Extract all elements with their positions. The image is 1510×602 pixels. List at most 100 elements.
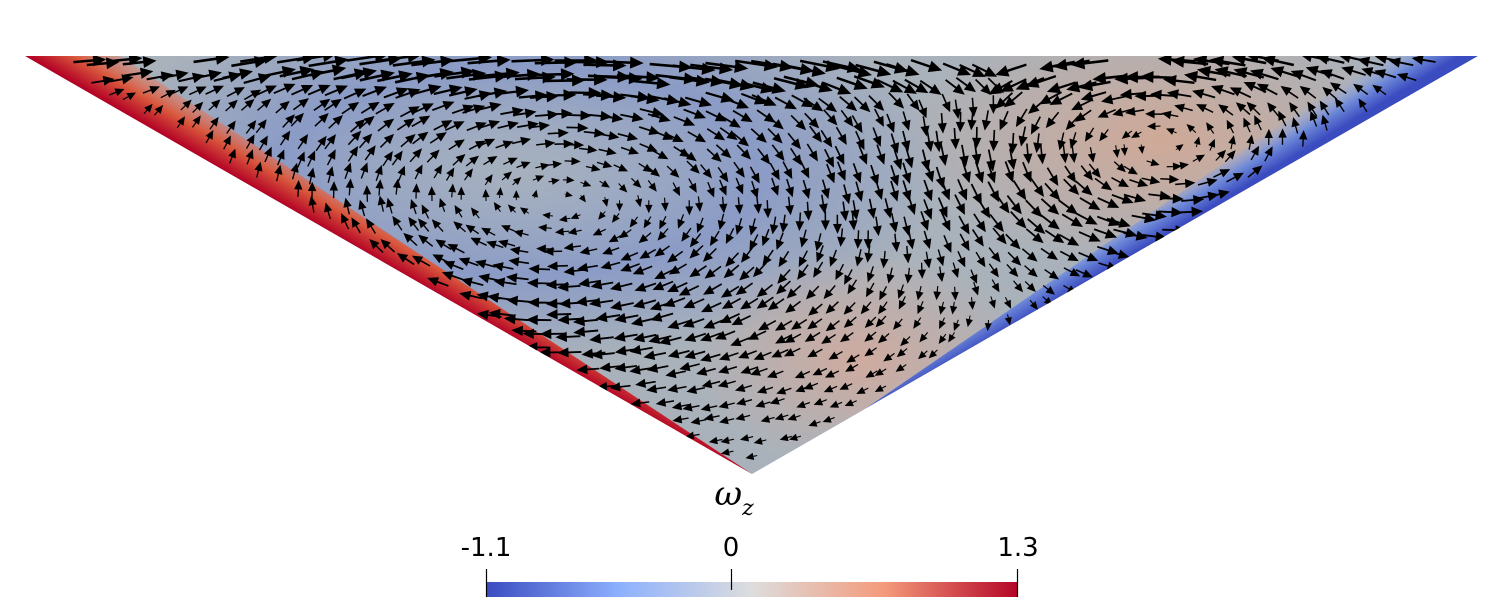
velocity-arrow [205,85,224,95]
velocity-arrow [750,180,759,199]
velocity-arrow [918,350,928,360]
velocity-arrow [294,180,303,197]
velocity-arrow [1322,86,1338,100]
velocity-arrow [954,194,965,216]
velocity-arrow [307,84,331,96]
velocity-arrow [829,249,838,267]
velocity-arrow [596,160,613,169]
velocity-arrow [1057,132,1066,151]
velocity-arrow [938,333,947,345]
velocity-arrow [936,249,945,267]
velocity-arrow [690,62,734,75]
velocity-arrow [646,384,667,394]
velocity-arrow [856,386,869,395]
velocity-arrow [673,116,696,126]
velocity-arrow [532,175,545,183]
velocity-arrow [790,147,802,166]
velocity-arrow [599,180,610,188]
velocity-arrow [785,178,794,198]
velocity-arrow [1006,263,1019,278]
velocity-arrow [1321,114,1330,131]
velocity-arrow [840,109,854,127]
velocity-arrow [324,98,342,111]
velocity-arrow [898,296,907,310]
velocity-arrow [1254,115,1262,131]
velocity-arrow [684,349,706,360]
velocity-arrow [848,211,858,231]
velocity-arrow [719,313,740,323]
velocity-arrow [685,96,712,108]
velocity-arrow [752,262,767,278]
velocity-arrow [923,199,933,220]
velocity-arrow [766,115,784,130]
velocity-arrow [920,116,930,137]
velocity-arrow [1030,177,1045,197]
velocity-arrow [702,247,717,262]
velocity-arrow [891,233,901,253]
velocity-arrow [408,216,420,232]
velocity-arrow [667,282,688,292]
velocity-arrow [315,135,327,152]
velocity-arrow [264,146,272,163]
velocity-arrow [609,300,634,311]
velocity-arrow [563,242,582,252]
velocity-arrow [886,113,895,133]
velocity-arrow [790,114,807,131]
velocity-arrow [176,116,186,129]
velocity-arrow [465,155,479,167]
velocity-arrow [340,213,350,230]
velocity-arrow [769,216,779,235]
velocity-arrow [959,64,986,77]
velocity-arrow [632,298,657,309]
velocity-arrow [1357,56,1384,68]
velocity-arrow [600,260,621,270]
velocity-arrow [696,217,705,234]
velocity-arrow [464,168,473,181]
velocity-arrow [1160,174,1180,184]
velocity-arrow [919,332,929,343]
velocity-arrow [955,76,977,93]
velocity-arrow [965,315,973,328]
velocity-arrow [803,97,824,112]
velocity-arrow [292,98,310,111]
velocity-arrow [950,128,960,150]
velocity-arrow [470,237,487,246]
velocity-arrow [1280,85,1299,99]
velocity-arrow [826,163,835,184]
velocity-arrow [362,86,387,98]
velocity-arrow [661,197,669,212]
velocity-arrow [864,244,873,263]
velocity-arrow [902,216,911,237]
velocity-arrow [986,161,997,184]
velocity-arrow [933,286,942,301]
velocity-arrow [548,108,573,119]
velocity-arrow [225,99,238,112]
velocity-arrow [493,201,502,212]
velocity-arrow [343,197,352,215]
velocity-arrow [1290,70,1317,82]
velocity-arrow [620,112,644,123]
velocity-arrow [589,333,614,344]
velocity-arrow [774,96,797,110]
velocity-arrow [1173,161,1190,170]
velocity-arrow [1003,91,1023,108]
velocity-arrow [364,145,376,161]
velocity-arrow [588,297,614,308]
velocity-arrow [689,244,704,259]
velocity-arrow [829,400,843,408]
velocity-arrow [1058,233,1080,246]
velocity-arrow [564,140,585,150]
velocity-arrow [981,110,991,131]
velocity-arrow [818,194,828,214]
velocity-arrow [869,164,879,186]
velocity-arrow [290,162,299,180]
velocity-arrow [739,266,755,281]
velocity-arrow [508,257,530,267]
velocity-arrow [346,56,389,63]
velocity-arrow [721,115,741,128]
velocity-arrow [643,350,667,361]
velocity-arrow [720,436,735,445]
velocity-arrow [226,87,245,98]
velocity-arrow [618,229,632,239]
velocity-arrow [885,63,920,77]
